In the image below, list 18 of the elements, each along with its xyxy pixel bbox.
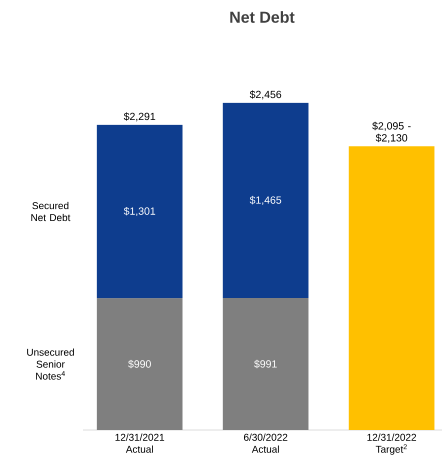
data-label: $1,465 [250, 196, 282, 205]
total-label: $2,095 - $2,130 [372, 122, 411, 143]
data-label: $990 [128, 360, 151, 368]
bar [348, 146, 434, 430]
data-label: $991 [254, 360, 277, 368]
x-tick-label: 12/31/2022 Target$^{2}$ [367, 434, 416, 455]
bar [96, 298, 183, 430]
total-label: $2,456 [250, 90, 282, 100]
data-label: $1,301 [124, 206, 156, 216]
x-tick-label: 12/31/2021 Actual [116, 434, 164, 453]
bar [96, 124, 183, 298]
text: Unsecured Senior Notes$^{4}$ [27, 348, 74, 380]
chart-title: Net Debt [230, 11, 295, 23]
x-tick-label: 6/30/2022 Actual [244, 434, 288, 453]
bar [222, 102, 308, 298]
text: Secured Net Debt [31, 202, 70, 222]
total-label: $2,291 [124, 112, 156, 122]
bar [222, 298, 308, 430]
